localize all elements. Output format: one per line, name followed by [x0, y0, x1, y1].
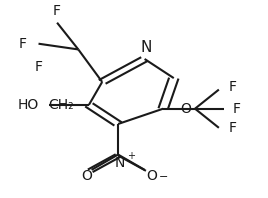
Text: +: +: [127, 151, 135, 161]
Text: O: O: [146, 168, 157, 183]
Text: F: F: [53, 4, 61, 18]
Text: F: F: [35, 60, 43, 74]
Text: F: F: [228, 80, 236, 94]
Text: O: O: [81, 168, 92, 183]
Text: CH₂: CH₂: [48, 98, 73, 112]
Text: F: F: [232, 102, 240, 116]
Text: F: F: [18, 37, 27, 51]
Text: N: N: [114, 156, 125, 170]
Text: O: O: [180, 102, 191, 116]
Text: F: F: [228, 121, 236, 135]
Text: −: −: [159, 172, 169, 183]
Text: N: N: [140, 40, 152, 55]
Text: HO: HO: [17, 98, 39, 112]
